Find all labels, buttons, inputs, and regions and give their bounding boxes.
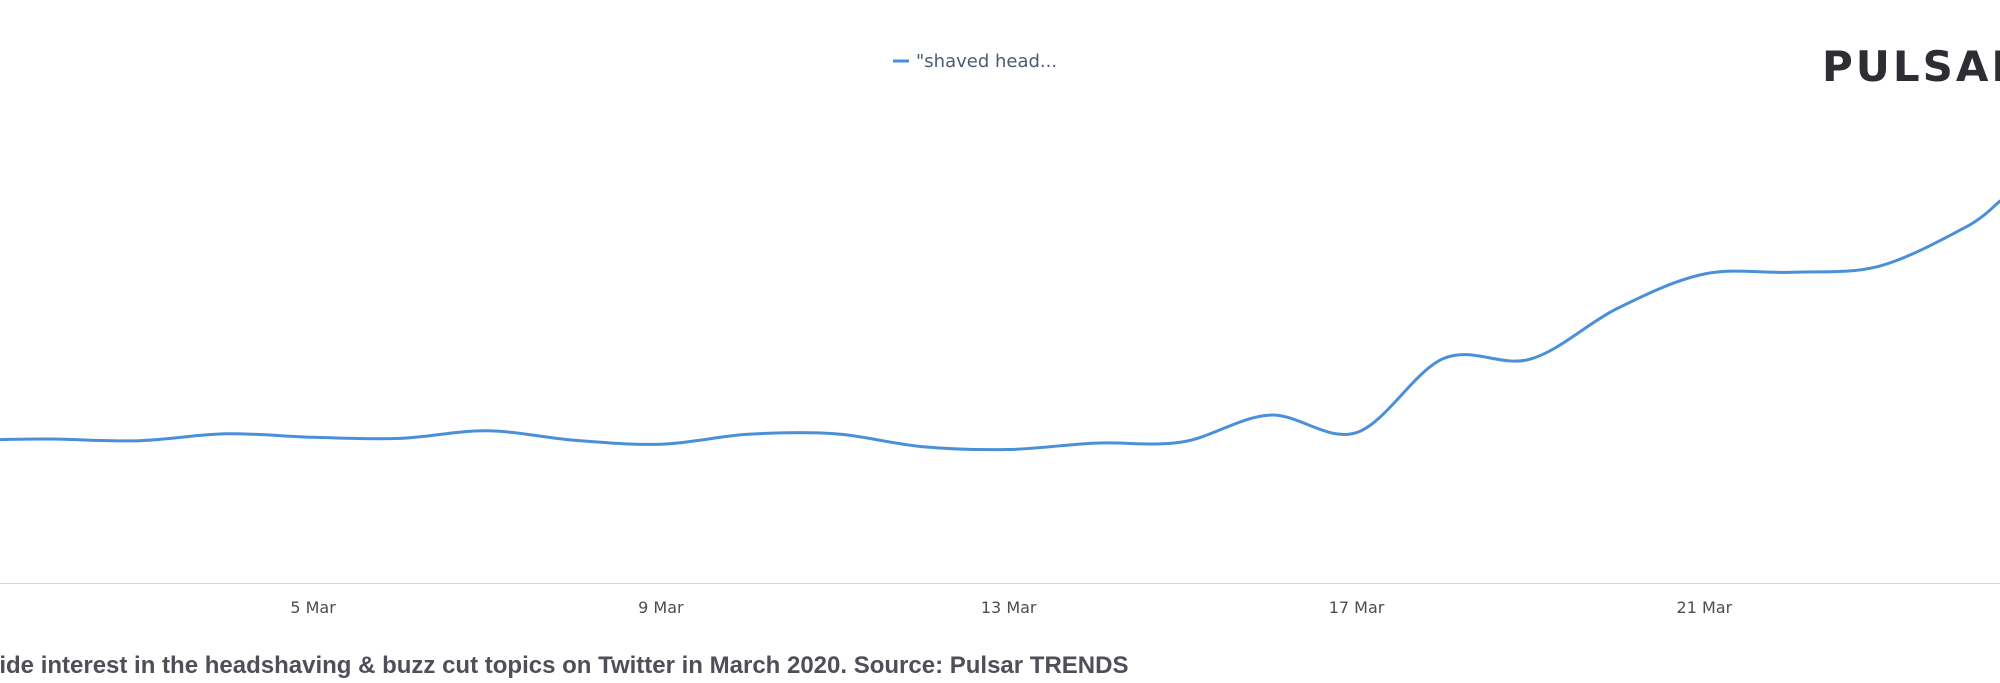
chart-caption: vide interest in the headshaving & buzz … <box>0 652 1129 679</box>
x-tick-label: 13 Mar <box>981 598 1037 617</box>
x-axis-ticks: 5 Mar 9 Mar 13 Mar 17 Mar 21 Mar <box>290 598 1732 617</box>
x-tick-label: 5 Mar <box>290 598 336 617</box>
series-line-shaved-head[interactable] <box>0 199 2000 452</box>
plot-area: 5 Mar 9 Mar 13 Mar 17 Mar 21 Mar <box>0 199 2000 617</box>
pulsar-logo: PULSAR <box>1822 42 2000 91</box>
legend[interactable]: "shaved head... <box>893 51 1057 72</box>
x-tick-label: 21 Mar <box>1677 598 1733 617</box>
legend-label: "shaved head... <box>916 51 1057 72</box>
x-tick-label: 9 Mar <box>638 598 684 617</box>
x-tick-label: 17 Mar <box>1329 598 1385 617</box>
